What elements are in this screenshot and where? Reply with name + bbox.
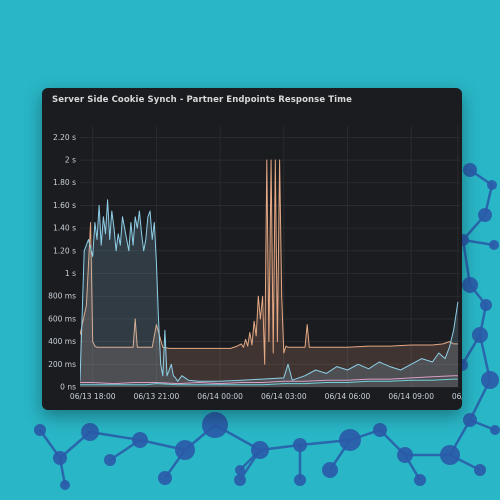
molecule-node [440, 445, 460, 465]
series-line [80, 199, 459, 382]
molecule-node [294, 474, 306, 486]
molecule-node [397, 447, 413, 463]
molecule-node [53, 451, 67, 465]
molecule-node [104, 454, 116, 466]
series-line [80, 378, 458, 386]
molecule-node [158, 471, 172, 485]
molecule-node [322, 462, 338, 478]
molecule-node [60, 480, 70, 490]
molecule-node [480, 299, 492, 311]
y-tick-label: 1.60 s [53, 201, 76, 210]
y-tick-label: 2.20 s [53, 133, 76, 142]
molecule-node [175, 440, 195, 460]
molecule-node [478, 208, 492, 222]
x-tick-label: 06/14 03:00 [261, 392, 307, 401]
y-tick-label: 1.80 s [53, 178, 76, 187]
x-tick-label: 06/14 00:00 [197, 392, 243, 401]
molecule-node [481, 371, 499, 389]
molecule-node [474, 464, 486, 476]
molecule-node [487, 180, 497, 190]
y-tick-label: 2 s [65, 156, 76, 165]
molecule-node [339, 429, 361, 451]
molecule-node [132, 432, 148, 448]
molecule-node [34, 424, 46, 436]
y-tick-label: 200 ms [48, 360, 76, 369]
y-tick-label: 1.40 s [53, 224, 76, 233]
molecule-node [81, 423, 99, 441]
molecule-node [235, 465, 245, 475]
series-line [80, 159, 458, 365]
y-tick-label: 600 ms [48, 314, 76, 323]
y-tick-label: 1.20 s [53, 246, 76, 255]
molecule-node [293, 438, 307, 452]
molecule-node [202, 412, 228, 438]
molecule-node [462, 277, 478, 293]
molecule-node [373, 423, 387, 437]
x-tick-label: 06/14 [452, 392, 462, 401]
series-group [80, 159, 459, 387]
molecule-node [414, 474, 426, 486]
molecule-node [463, 413, 477, 427]
chart-panel[interactable]: 0 ns 200 ms 400 ms 600 ms 800 ms 1 s 1.20 s 1.4… [42, 88, 462, 410]
molecule-node [489, 240, 499, 250]
molecule-node [234, 474, 246, 486]
response-time-chart: 0 ns 200 ms 400 ms 600 ms 800 ms 1 s 1.20 s 1.4… [48, 126, 462, 401]
y-tick-label: 800 ms [48, 292, 76, 301]
panel-title: Server Side Cookie Synch - Partner Endpo… [52, 95, 352, 105]
y-tick-label: 0 ns [60, 383, 76, 392]
series-line [80, 375, 458, 385]
x-tick-label: 06/14 09:00 [388, 392, 434, 401]
x-tick-label: 06/13 18:00 [70, 392, 116, 401]
x-tick-label: 06/14 06:00 [325, 392, 371, 401]
y-tick-label: 1 s [65, 269, 76, 278]
x-tick-label: 06/13 21:00 [134, 392, 180, 401]
series-area [80, 199, 458, 387]
y-tick-label: 400 ms [48, 337, 76, 346]
molecule-node [463, 163, 477, 177]
molecule-node [472, 327, 488, 343]
molecule-node [251, 441, 269, 459]
molecule-node [490, 425, 500, 435]
